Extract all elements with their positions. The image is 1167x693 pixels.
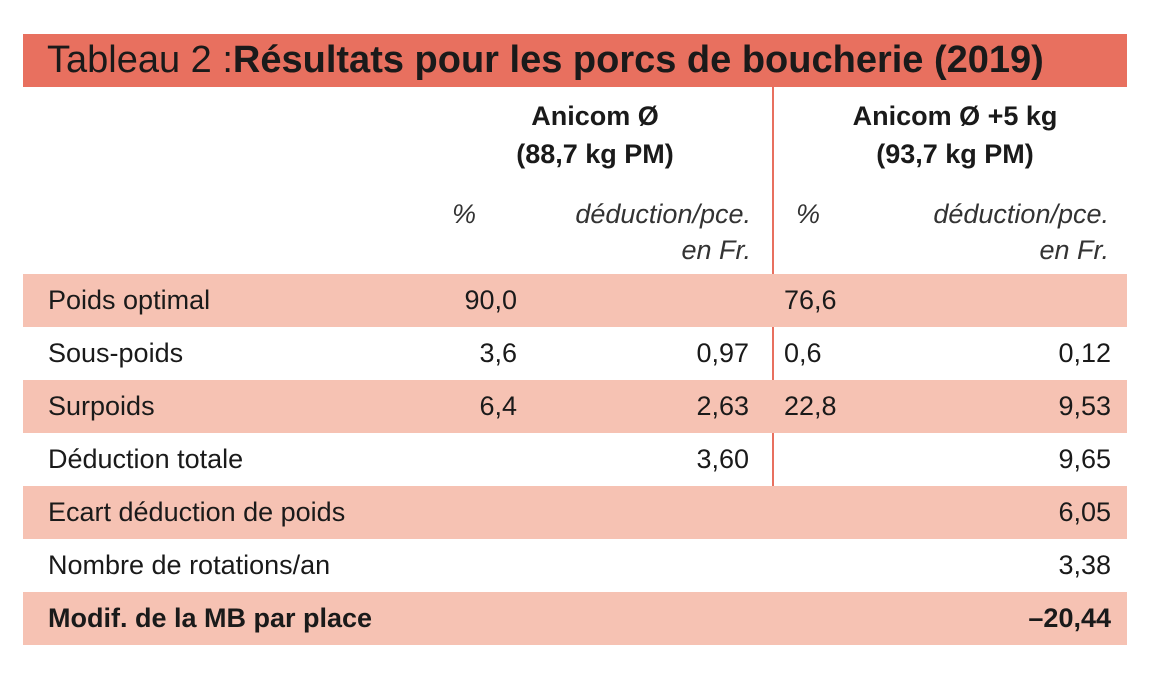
- table-heading: Résultats pour les porcs de boucherie (2…: [232, 39, 1044, 81]
- table-row-sous-poids: Sous-poids 3,6 0,97 0,6 0,12: [23, 327, 1127, 380]
- column-header-anicom-plus5-line1: Anicom Ø +5 kg: [852, 101, 1058, 131]
- subheader-deduction-a: déduction/pce. en Fr.: [575, 196, 751, 268]
- cell-value: 6,05: [1058, 497, 1111, 527]
- cell-deduction-a: 2,63: [696, 391, 749, 421]
- row-label: Poids optimal: [48, 285, 211, 315]
- table-row-modif-mb: Modif. de la MB par place –20,44: [23, 592, 1127, 645]
- table-row-ecart-deduction: Ecart déduction de poids 6,05: [23, 486, 1127, 539]
- table-row-deduction-totale: Déduction totale 3,60 9,65: [23, 433, 1127, 486]
- cell-percent-a: 90,0: [464, 285, 517, 315]
- cell-percent-a: 3,6: [479, 338, 517, 368]
- cell-deduction-b: 9,65: [1058, 444, 1111, 474]
- table-number: Tableau 2 :: [47, 39, 233, 81]
- cell-deduction-a: 3,60: [696, 444, 749, 474]
- column-header-anicom: Anicom Ø (88,7 kg PM): [420, 97, 770, 173]
- row-label: Ecart déduction de poids: [48, 497, 346, 527]
- cell-deduction-b: 9,53: [1058, 391, 1111, 421]
- cell-percent-b: 76,6: [784, 285, 837, 315]
- cell-value: 3,38: [1058, 550, 1111, 580]
- subheader-deduction-b-line1: déduction/pce.: [933, 199, 1109, 229]
- table-row-nombre-rotations: Nombre de rotations/an 3,38: [23, 539, 1127, 592]
- cell-value: –20,44: [1028, 603, 1111, 633]
- cell-deduction-a: 0,97: [696, 338, 749, 368]
- subheader-deduction-b: déduction/pce. en Fr.: [933, 196, 1109, 268]
- cell-percent-b: 0,6: [784, 338, 822, 368]
- row-label: Modif. de la MB par place: [48, 603, 373, 633]
- row-label: Surpoids: [48, 391, 155, 421]
- column-header-anicom-line1: Anicom Ø: [531, 101, 659, 131]
- column-header-anicom-line2: (88,7 kg PM): [516, 139, 674, 169]
- cell-percent-a: 6,4: [479, 391, 517, 421]
- subheader-percent-a: %: [452, 199, 477, 229]
- row-label: Sous-poids: [48, 338, 184, 368]
- subheader-deduction-a-line1: déduction/pce.: [575, 199, 751, 229]
- table-title: Tableau 2 : Résultats pour les porcs de …: [23, 34, 1127, 87]
- subheader-deduction-a-line2: en Fr.: [681, 235, 751, 265]
- table-row-poids-optimal: Poids optimal 90,0 76,6: [23, 274, 1127, 327]
- row-label: Nombre de rotations/an: [48, 550, 331, 580]
- subheader-percent-b: %: [796, 199, 821, 229]
- table-row-surpoids: Surpoids 6,4 2,63 22,8 9,53: [23, 380, 1127, 433]
- cell-deduction-b: 0,12: [1058, 338, 1111, 368]
- cell-percent-b: 22,8: [784, 391, 837, 421]
- column-header-anicom-plus5-line2: (93,7 kg PM): [876, 139, 1034, 169]
- row-label: Déduction totale: [48, 444, 244, 474]
- column-header-anicom-plus5: Anicom Ø +5 kg (93,7 kg PM): [780, 97, 1130, 173]
- subheader-deduction-b-line2: en Fr.: [1039, 235, 1109, 265]
